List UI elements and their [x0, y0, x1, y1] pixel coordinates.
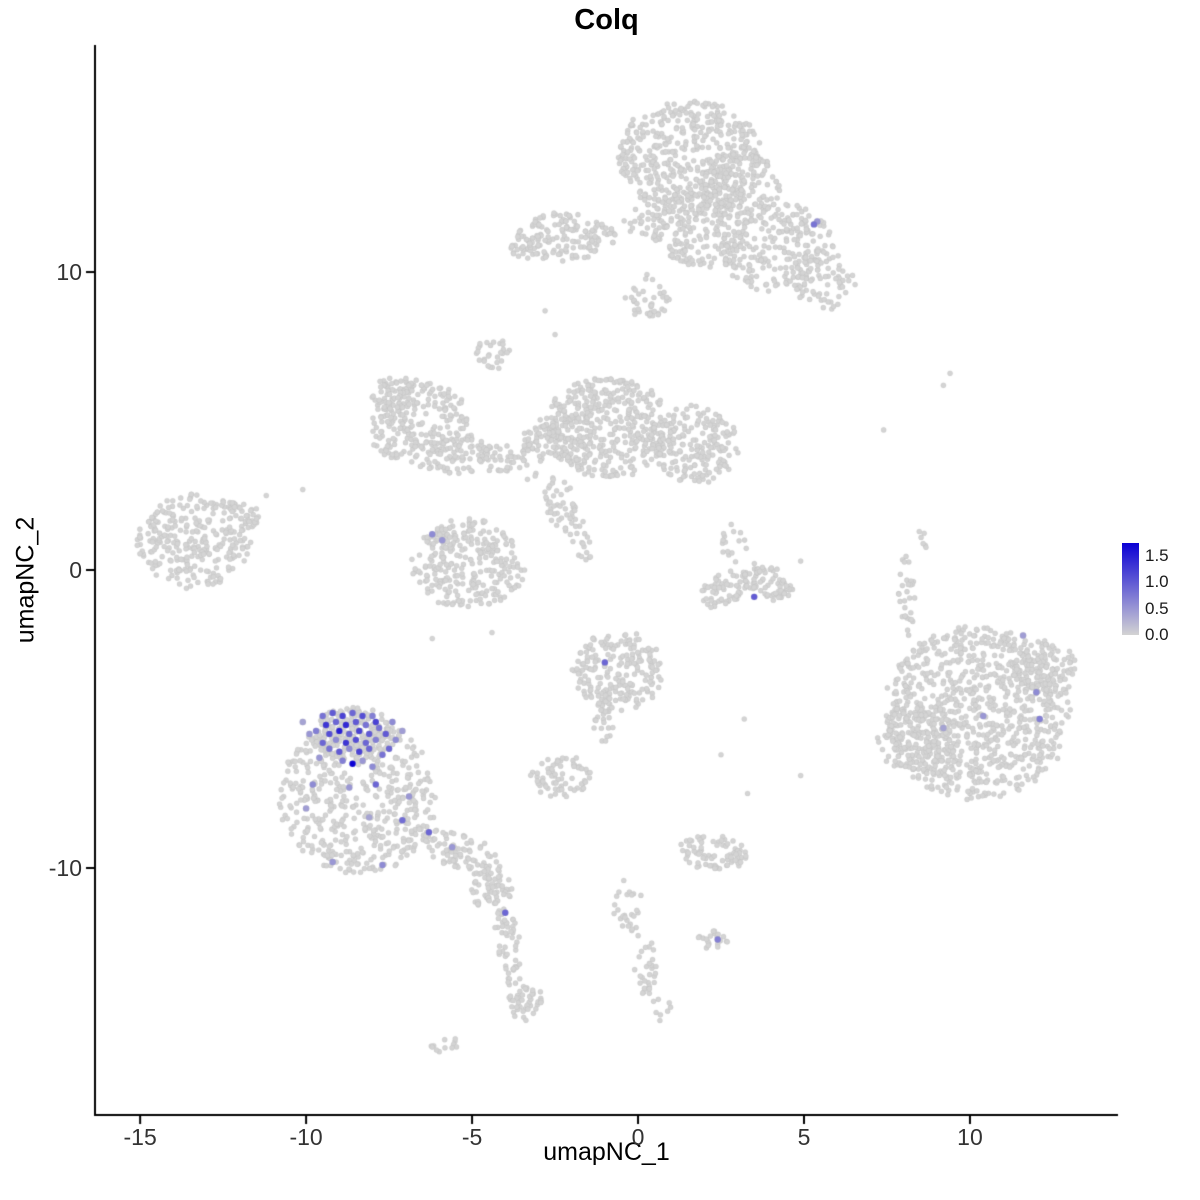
color-legend: 1.5 1.0 0.5 0.0	[1122, 543, 1200, 653]
plot-title: Colq	[574, 4, 639, 36]
x-tick-label: 0	[631, 1124, 645, 1150]
legend-gradient-bar	[1122, 543, 1139, 635]
legend-tick-label: 1.0	[1145, 572, 1169, 592]
x-tick-label: 5	[797, 1124, 811, 1150]
x-tick-label: 10	[957, 1124, 983, 1150]
x-tick-label: -10	[289, 1124, 323, 1150]
y-tick-label: -10	[48, 854, 82, 881]
y-tick-label: 10	[56, 259, 82, 286]
x-tick-label: -15	[123, 1124, 157, 1150]
x-tick-label: -5	[461, 1124, 483, 1150]
legend-tick-label: 0.0	[1145, 625, 1169, 644]
legend-tick-label: 0.5	[1145, 598, 1169, 618]
x-axis-label: umapNC_1	[543, 1138, 670, 1166]
legend-tick-label: 1.5	[1145, 546, 1169, 566]
y-tick-label: 0	[69, 557, 82, 584]
